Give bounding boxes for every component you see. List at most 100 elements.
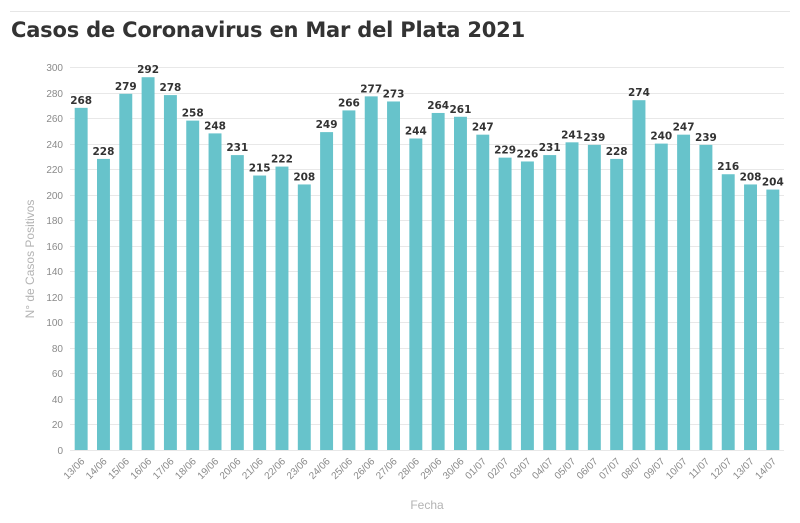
bar-value-label: 231	[226, 142, 248, 154]
bar-value-label: 241	[561, 129, 583, 141]
x-tick-label: 27/06	[374, 456, 400, 482]
bar-value-label: 277	[360, 83, 382, 95]
x-tick-label: 29/06	[419, 456, 445, 482]
y-axis-label: N° de Casos Positivos	[23, 200, 37, 319]
y-tick-label: 240	[46, 140, 63, 151]
x-tick-label: 22/06	[263, 456, 289, 482]
bar	[454, 116, 467, 450]
x-tick-label: 10/07	[664, 456, 690, 482]
y-tick-label: 180	[46, 216, 63, 227]
x-tick-label: 23/06	[285, 456, 311, 482]
bar	[74, 107, 88, 450]
bar-value-label: 264	[427, 100, 449, 112]
x-tick-label: 28/06	[396, 456, 422, 482]
bar-value-label: 216	[717, 161, 739, 173]
bar-value-label: 204	[762, 177, 784, 189]
y-tick-label: 200	[46, 191, 63, 202]
bar-value-label: 229	[494, 145, 516, 157]
bar-value-label: 292	[137, 64, 159, 76]
x-tick-label: 01/07	[463, 456, 489, 482]
x-axis-label: Fecha	[410, 498, 444, 512]
bar	[364, 96, 378, 451]
bar-value-label: 274	[628, 87, 650, 99]
y-tick-label: 220	[46, 165, 63, 176]
y-tick-label: 40	[52, 395, 64, 406]
bar	[97, 158, 110, 451]
bar	[186, 120, 200, 451]
x-tick-label: 24/06	[307, 456, 333, 482]
x-tick-label: 02/07	[486, 456, 512, 482]
bar-value-label: 279	[115, 81, 137, 93]
bar	[699, 144, 713, 450]
y-tick-label: 60	[52, 369, 64, 380]
bar	[387, 101, 400, 450]
y-tick-label: 260	[46, 114, 63, 125]
bar	[766, 189, 780, 450]
x-tick-label: 25/06	[330, 456, 356, 482]
bar	[409, 138, 423, 451]
x-tick-label: 09/07	[642, 456, 668, 482]
y-axis-ticks: 0 20 40 60 80 100 120 140 160 180 200 220 240 260 280 3…	[46, 63, 63, 457]
bars	[74, 77, 780, 451]
y-tick-label: 80	[52, 344, 64, 355]
x-tick-label: 18/06	[173, 456, 199, 482]
bar	[230, 155, 244, 450]
bar	[610, 158, 624, 451]
bar	[119, 93, 133, 450]
x-tick-label: 03/07	[508, 456, 534, 482]
bar	[520, 161, 534, 450]
x-tick-label: 06/07	[575, 456, 601, 482]
bar-value-label: 231	[539, 142, 561, 154]
bar-value-label: 258	[182, 108, 204, 120]
bar	[297, 184, 311, 450]
x-tick-label: 17/06	[151, 456, 177, 482]
x-tick-label: 04/07	[530, 456, 556, 482]
value-labels: 2682282792922782582482312152222082492662…	[70, 64, 784, 188]
bar-value-label: 208	[740, 171, 762, 183]
bar-value-label: 247	[472, 122, 494, 134]
x-tick-label: 19/06	[196, 456, 222, 482]
bar	[654, 143, 668, 450]
x-tick-label: 20/06	[218, 456, 244, 482]
y-tick-label: 100	[46, 318, 63, 329]
y-tick-label: 20	[52, 420, 64, 431]
bar-value-label: 268	[70, 95, 92, 107]
bar	[543, 155, 557, 450]
bar	[275, 166, 289, 450]
bar	[163, 95, 177, 450]
bar	[342, 110, 356, 450]
bar	[320, 132, 334, 451]
x-tick-label: 16/06	[129, 456, 155, 482]
x-tick-label: 08/07	[620, 456, 646, 482]
x-tick-label: 07/07	[597, 456, 623, 482]
bar-value-label: 239	[695, 132, 717, 144]
bar-value-label: 240	[650, 131, 672, 143]
x-tick-label: 05/07	[553, 456, 579, 482]
bar	[431, 112, 445, 451]
x-tick-label: 11/07	[687, 456, 712, 481]
y-tick-label: 120	[46, 293, 63, 304]
bar	[141, 77, 155, 451]
bar-value-label: 261	[450, 104, 472, 116]
bar-value-label: 278	[159, 82, 181, 94]
x-axis-ticks: 13/0614/0615/0616/0617/0618/0619/0620/06…	[62, 456, 779, 482]
bar-value-label: 266	[338, 97, 360, 109]
bar-value-label: 226	[516, 148, 538, 160]
bar	[476, 134, 490, 450]
bar	[677, 134, 691, 450]
bar-value-label: 273	[383, 88, 405, 100]
y-tick-label: 0	[57, 446, 63, 457]
bar-value-label: 244	[405, 125, 427, 137]
bar-value-label: 222	[271, 154, 293, 166]
y-tick-label: 160	[46, 242, 63, 253]
bar-value-label: 247	[673, 122, 695, 134]
y-tick-label: 300	[46, 63, 63, 74]
x-tick-label: 26/06	[352, 456, 378, 482]
bar	[721, 174, 735, 451]
x-tick-label: 13/06	[62, 456, 88, 482]
header-divider	[10, 11, 790, 12]
bar	[587, 144, 601, 450]
x-tick-label: 15/06	[106, 456, 132, 482]
bar	[208, 133, 222, 450]
